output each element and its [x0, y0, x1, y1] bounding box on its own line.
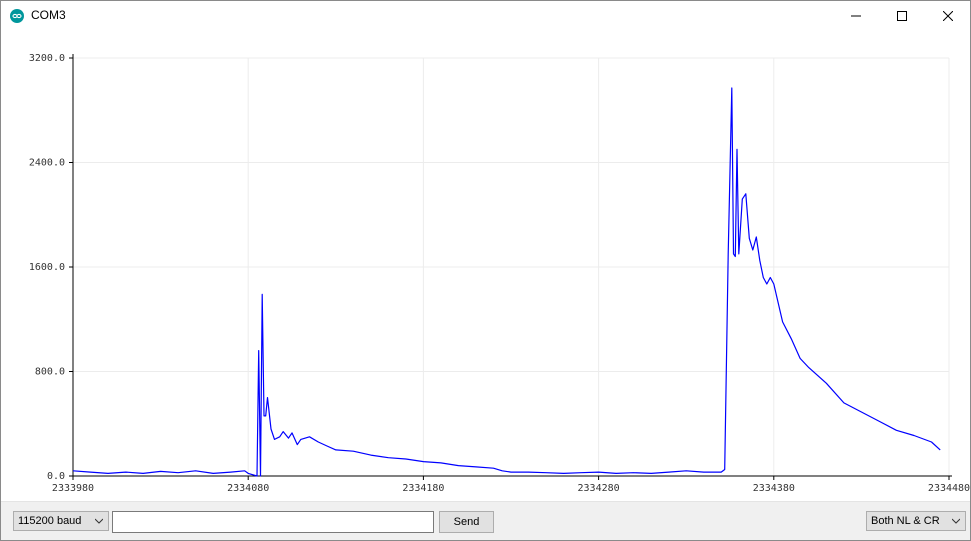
y-tick-label: 800.0: [35, 367, 65, 378]
x-tick-label: 2334080: [227, 483, 269, 494]
bottom-toolbar: 115200 baud Send Both NL & CR: [1, 501, 970, 540]
plot-area: 0.0 800.0 1600.0 2400.0 3200.0 2333980 2334080…: [1, 31, 970, 501]
send-button[interactable]: Send: [439, 511, 494, 533]
chevron-down-icon: [952, 518, 960, 524]
x-tick-label: 2334280: [578, 483, 620, 494]
x-tick-label: 2333980: [52, 483, 94, 494]
arduino-logo-icon: [10, 9, 24, 23]
series-line: [72, 87, 941, 477]
baud-rate-value: 115200 baud: [18, 515, 82, 527]
message-input[interactable]: [112, 511, 434, 533]
chevron-down-icon: [95, 518, 103, 524]
line-ending-value: Both NL & CR: [871, 515, 940, 527]
maximize-icon: [897, 11, 907, 21]
y-tick-label: 3200.0: [29, 53, 65, 64]
window-title: COM3: [31, 8, 66, 22]
minimize-button[interactable]: [833, 1, 879, 31]
x-tick-label: 2334380: [753, 483, 795, 494]
baud-rate-select[interactable]: 115200 baud: [13, 511, 109, 531]
minimize-icon: [851, 15, 861, 17]
close-button[interactable]: [925, 1, 970, 31]
line-ending-select[interactable]: Both NL & CR: [866, 511, 966, 531]
y-tick-label: 2400.0: [29, 158, 65, 169]
line-chart: 0.0 800.0 1600.0 2400.0 3200.0 2333980 2334080…: [29, 53, 970, 494]
y-tick-label: 1600.0: [29, 262, 65, 273]
title-bar[interactable]: COM3: [1, 1, 970, 31]
close-icon: [943, 11, 953, 21]
maximize-button[interactable]: [879, 1, 925, 31]
y-tick-label: 0.0: [47, 471, 65, 482]
x-tick-label: 2334180: [402, 483, 444, 494]
x-tick-label: 2334480: [928, 483, 970, 494]
